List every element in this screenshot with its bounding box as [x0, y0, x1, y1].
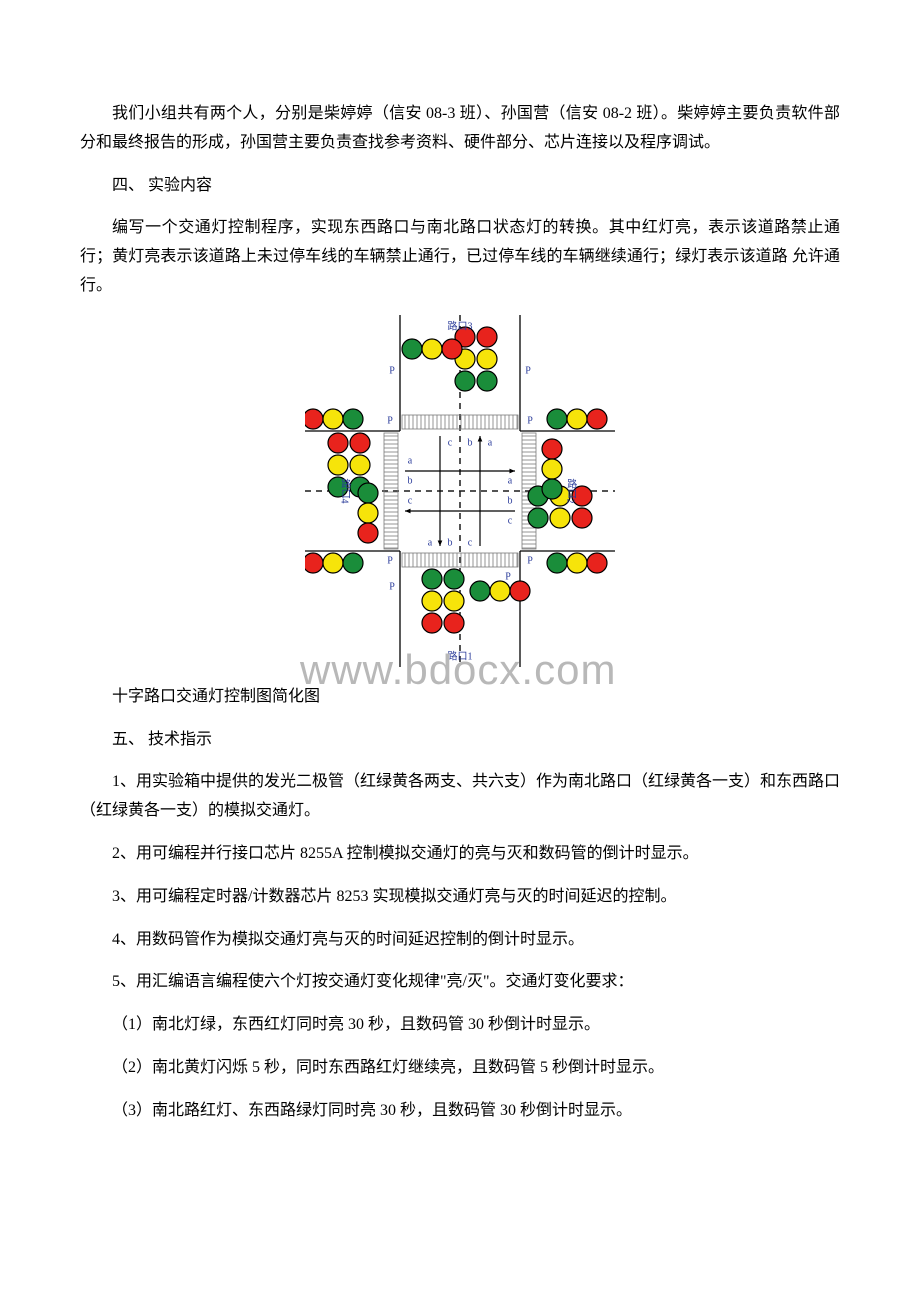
svg-text:c: c [408, 495, 413, 506]
svg-text:P: P [387, 555, 393, 566]
svg-text:b: b [448, 537, 453, 548]
svg-text:路口1: 路口1 [448, 649, 473, 662]
svg-text:P: P [525, 365, 531, 376]
svg-text:P: P [527, 555, 533, 566]
intersection-diagram: PP路口3abc路口2PPcba路口4PPabcPP路口1abc [305, 315, 615, 667]
requirement-1: （1）南北灯绿，东西红灯同时亮 30 秒，且数码管 30 秒倒计时显示。 [80, 1011, 840, 1040]
svg-text:P: P [505, 571, 511, 582]
diagram-container: PP路口3abc路口2PPcba路口4PPabcPP路口1abc [80, 315, 840, 667]
diagram-caption: 十字路口交通灯控制图简化图 [80, 683, 840, 712]
tech-item-3: 3、用可编程定时器/计数器芯片 8253 实现模拟交通灯亮与灭的时间延迟的控制。 [80, 883, 840, 912]
tech-item-1: 1、用实验箱中提供的发光二极管（红绿黄各两支、共六支）作为南北路口（红绿黄各一支… [80, 768, 840, 826]
svg-text:a: a [508, 475, 513, 486]
svg-text:路口3: 路口3 [448, 319, 473, 332]
svg-text:b: b [508, 495, 513, 506]
tech-item-4: 4、用数码管作为模拟交通灯亮与灭的时间延迟控制的倒计时显示。 [80, 926, 840, 955]
requirement-2: （2）南北黄灯闪烁 5 秒，同时东西路红灯继续亮，且数码管 5 秒倒计时显示。 [80, 1054, 840, 1083]
svg-text:a: a [428, 537, 433, 548]
svg-text:P: P [389, 581, 395, 592]
paragraph-team: 我们小组共有两个人，分别是柴婷婷（信安 08-3 班）、孙国营（信安 08-2 … [80, 100, 840, 158]
svg-text:c: c [508, 515, 513, 526]
svg-text:P: P [389, 365, 395, 376]
tech-item-2: 2、用可编程并行接口芯片 8255A 控制模拟交通灯的亮与灭和数码管的倒计时显示… [80, 840, 840, 869]
svg-text:P: P [527, 415, 533, 426]
svg-text:a: a [488, 437, 493, 448]
tech-item-5: 5、用汇编语言编程使六个灯按交通灯变化规律"亮/灭"。交通灯变化要求： [80, 968, 840, 997]
svg-text:b: b [468, 437, 473, 448]
svg-text:路口2: 路口2 [565, 477, 577, 503]
section-4-heading: 四、 实验内容 [80, 172, 840, 201]
svg-text:c: c [468, 537, 473, 548]
svg-text:a: a [408, 455, 413, 466]
paragraph-content: 编写一个交通灯控制程序，实现东西路口与南北路口状态灯的转换。其中红灯亮，表示该道… [80, 214, 840, 300]
svg-text:b: b [408, 475, 413, 486]
section-5-heading: 五、 技术指示 [80, 726, 840, 755]
svg-text:P: P [387, 415, 393, 426]
svg-text:c: c [448, 437, 453, 448]
svg-text:路口4: 路口4 [339, 477, 351, 503]
requirement-3: （3）南北路红灯、东西路绿灯同时亮 30 秒，且数码管 30 秒倒计时显示。 [80, 1097, 840, 1126]
